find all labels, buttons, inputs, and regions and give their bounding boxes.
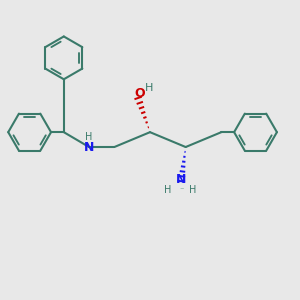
Text: N: N [176,173,186,186]
Text: N: N [84,141,94,154]
Text: H: H [85,132,93,142]
Text: ⁻: ⁻ [179,185,183,194]
Text: H: H [145,83,154,94]
Text: H: H [164,184,172,194]
Text: H: H [189,184,196,194]
Text: O: O [134,87,145,100]
